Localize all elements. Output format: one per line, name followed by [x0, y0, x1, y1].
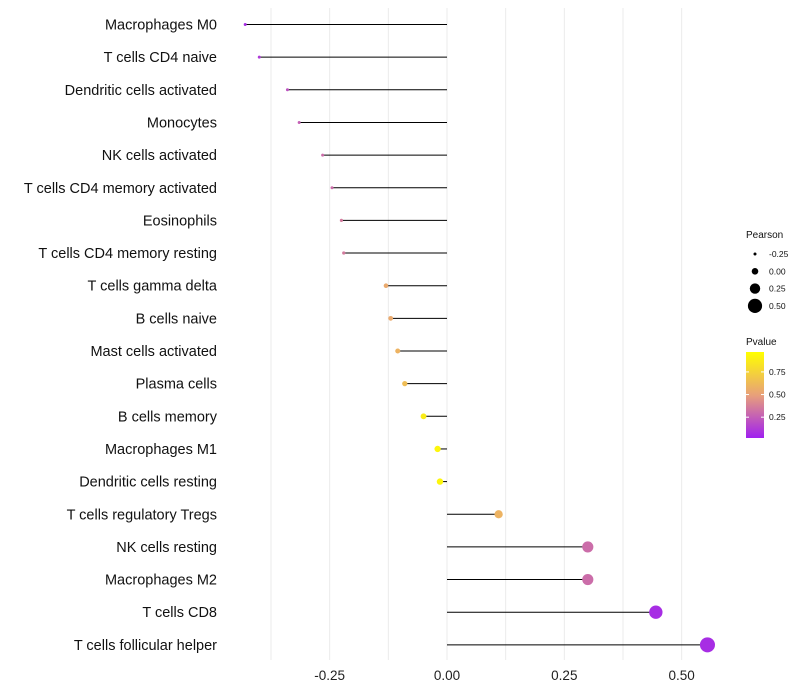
y-axis-label: T cells CD4 memory activated	[24, 181, 217, 197]
lollipop-point	[436, 478, 444, 485]
y-axis-label: Dendritic cells resting	[79, 475, 217, 491]
y-axis-label: T cells gamma delta	[88, 279, 218, 295]
y-axis-label: Macrophages M1	[105, 442, 217, 458]
lollipop-point	[699, 637, 715, 653]
size-legend-label: 0.00	[769, 266, 786, 276]
lollipop-point	[582, 573, 594, 586]
size-legend-key	[749, 283, 761, 294]
y-axis-labels: Macrophages M0 T cells CD4 naive Dendritic…	[24, 18, 218, 654]
size-legend-key	[753, 252, 757, 256]
lollipop-point	[649, 605, 663, 619]
lollipop-point	[434, 445, 441, 453]
size-legend: Pearson -0.25 0.00 0.25 0.50	[746, 230, 789, 313]
y-axis-label: Mast cells activated	[90, 344, 217, 360]
size-legend-label: 0.50	[769, 301, 786, 311]
y-axis-label: Plasma cells	[136, 377, 217, 393]
x-tick-label: 0.50	[669, 668, 695, 683]
lollipop-point	[342, 251, 346, 255]
x-tick-label: 0.25	[551, 668, 577, 683]
lollipop-point	[285, 88, 289, 92]
y-axis-label: NK cells resting	[116, 540, 217, 556]
y-axis-label: B cells naive	[136, 311, 217, 327]
lollipop-point	[243, 23, 247, 26]
lollipop-point	[582, 541, 594, 553]
size-legend-label: 0.25	[769, 284, 786, 294]
lollipop-point	[388, 315, 394, 321]
y-axis-label: T cells CD4 memory resting	[38, 246, 217, 262]
lollipop-point	[297, 120, 301, 124]
y-axis-label: NK cells activated	[102, 148, 217, 164]
size-legend-key	[747, 298, 763, 313]
size-legend-key	[751, 268, 759, 275]
y-axis-label: Macrophages M2	[105, 573, 217, 589]
y-axis-label: Macrophages M0	[105, 18, 217, 34]
color-legend-title: Pvalue	[746, 337, 777, 348]
lollipop-segments	[245, 24, 708, 646]
size-legend-title: Pearson	[746, 230, 783, 241]
y-axis-label: T cells CD8	[142, 605, 217, 621]
color-legend: Pvalue 0.75 0.50 0.25	[746, 337, 786, 438]
x-axis-tick-labels: -0.25 0.00 0.25 0.50	[314, 668, 695, 683]
lollipop-point	[257, 55, 261, 59]
y-axis-label: T cells regulatory Tregs	[67, 507, 217, 523]
size-legend-label: -0.25	[769, 249, 789, 259]
y-axis-label: Dendritic cells activated	[65, 83, 217, 99]
lollipop-point	[402, 381, 408, 387]
grid-lines	[270, 8, 683, 660]
y-axis-label: Monocytes	[147, 115, 217, 131]
lollipop-point	[339, 218, 343, 222]
lollipop-point	[420, 413, 427, 420]
color-legend-label: 0.75	[769, 367, 786, 377]
x-tick-label: -0.25	[314, 668, 345, 683]
x-tick-label: 0.00	[434, 668, 460, 683]
color-legend-bar	[746, 352, 764, 438]
lollipop-point	[330, 186, 334, 190]
y-axis-label: B cells memory	[118, 409, 218, 425]
lollipop-point	[494, 510, 503, 519]
lollipop-point	[383, 283, 389, 289]
y-axis-label: T cells CD4 naive	[104, 50, 217, 66]
color-legend-label: 0.50	[769, 390, 786, 400]
color-legend-label: 0.25	[769, 412, 786, 422]
y-axis-label: T cells follicular helper	[74, 638, 217, 654]
lollipop-point	[321, 153, 325, 157]
y-axis-label: Eosinophils	[143, 213, 217, 229]
lollipop-points	[243, 23, 715, 653]
lollipop-point	[395, 348, 401, 354]
